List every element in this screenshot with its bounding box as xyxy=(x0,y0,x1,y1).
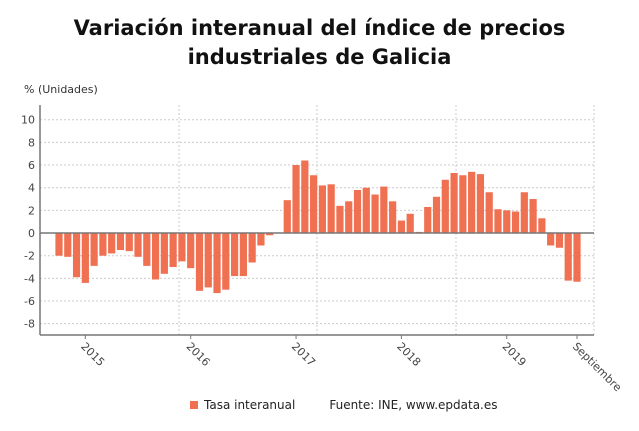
bar xyxy=(257,233,265,246)
y-tick-label: 2 xyxy=(28,204,35,217)
bar xyxy=(362,187,370,234)
bar xyxy=(353,189,362,234)
bar xyxy=(318,185,326,234)
x-tick-label: 2017 xyxy=(289,340,318,369)
bar xyxy=(292,165,300,234)
bar xyxy=(371,194,379,234)
bar xyxy=(380,186,388,234)
bar xyxy=(160,233,168,274)
legend-swatch xyxy=(190,401,198,409)
bar xyxy=(310,175,318,234)
bar xyxy=(503,210,511,234)
bar xyxy=(468,171,476,234)
bar xyxy=(266,233,274,236)
y-tick-label: 8 xyxy=(28,136,35,149)
bar xyxy=(538,218,546,234)
bar xyxy=(116,233,125,251)
y-tick-label: -8 xyxy=(24,318,35,331)
bar xyxy=(230,233,239,277)
bar xyxy=(204,233,212,288)
bar xyxy=(143,233,151,266)
y-tick-label: 0 xyxy=(28,227,35,240)
y-tick-label: 6 xyxy=(28,159,35,172)
x-tick-label: 2019 xyxy=(500,340,529,369)
bar xyxy=(459,175,467,234)
bar xyxy=(327,184,335,234)
bar xyxy=(178,233,186,262)
bar xyxy=(239,233,247,277)
y-tick-label: -4 xyxy=(24,272,35,285)
bar xyxy=(195,233,204,291)
bar xyxy=(345,201,353,234)
y-tick-label: 4 xyxy=(28,182,35,195)
bar xyxy=(336,205,344,234)
bar xyxy=(485,192,493,234)
bar xyxy=(213,233,221,294)
bar xyxy=(151,233,160,280)
bar xyxy=(432,196,441,234)
bar xyxy=(55,233,63,256)
x-tick-label: 2015 xyxy=(78,340,107,369)
bar xyxy=(494,209,502,234)
bar xyxy=(406,213,414,234)
bar xyxy=(248,233,256,263)
bar xyxy=(222,233,230,290)
y-tick-label: -6 xyxy=(24,295,35,308)
bar xyxy=(134,233,142,257)
bar xyxy=(476,174,485,234)
bar xyxy=(529,199,537,234)
bar xyxy=(99,233,107,256)
x-tick-label: 2016 xyxy=(184,340,213,369)
bar xyxy=(564,233,572,281)
legend: Tasa interanual Fuente: INE, www.epdata.… xyxy=(190,398,498,412)
bar xyxy=(108,233,116,254)
bar xyxy=(547,233,555,246)
bar xyxy=(520,192,528,234)
legend-label: Tasa interanual xyxy=(204,398,296,412)
bar xyxy=(187,233,195,269)
bar xyxy=(441,179,449,234)
bar xyxy=(169,233,177,268)
bar xyxy=(511,211,520,234)
x-tick-label: Septiembre xyxy=(570,340,624,394)
bar xyxy=(64,233,72,257)
bar xyxy=(555,233,564,248)
bar xyxy=(125,233,133,252)
bar xyxy=(283,200,291,234)
x-tick-label: 2018 xyxy=(394,340,423,369)
bar xyxy=(424,206,432,234)
bar xyxy=(90,233,98,266)
y-axis-label: % (Unidades) xyxy=(24,83,98,96)
chart-title: Variación interanual del índice de preci… xyxy=(73,16,566,69)
bar xyxy=(573,233,581,282)
bar xyxy=(450,172,458,234)
source-text: Fuente: INE, www.epdata.es xyxy=(329,398,498,412)
bar xyxy=(72,233,81,278)
bar xyxy=(389,201,397,234)
y-tick-label: -2 xyxy=(24,250,35,263)
bar xyxy=(397,220,406,234)
y-tick-label: 10 xyxy=(21,114,35,127)
bar xyxy=(301,160,309,234)
bar xyxy=(81,233,89,283)
